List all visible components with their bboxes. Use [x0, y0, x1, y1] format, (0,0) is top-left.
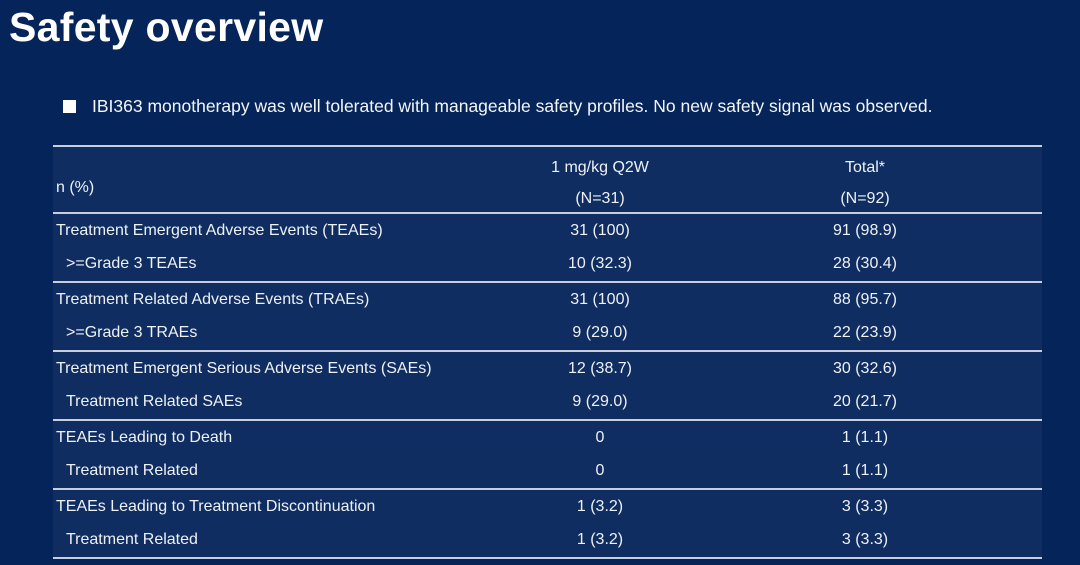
row-label: Treatment Related — [66, 462, 198, 480]
column-header-total-name: Total* — [844, 158, 886, 176]
row-label: Treatment Emergent Serious Adverse Event… — [56, 359, 432, 377]
table-row: TEAEs Leading to Treatment Discontinuati… — [53, 490, 1042, 524]
row-value-total: 88 (95.7) — [832, 290, 898, 308]
row-value-dose: 10 (32.3) — [567, 255, 633, 273]
bullet-text: IBI363 monotherapy was well tolerated wi… — [92, 96, 933, 116]
row-label: Treatment Related SAEs — [66, 393, 243, 411]
row-value-dose: 0 — [595, 462, 605, 480]
row-value-total: 20 (21.7) — [832, 393, 898, 411]
row-label: >=Grade 3 TEAEs — [66, 255, 197, 273]
table-corner-label: n (%) — [56, 179, 95, 196]
row-value-total: 22 (23.9) — [832, 324, 898, 342]
row-value-dose: 9 (29.0) — [572, 324, 628, 342]
row-value-dose: 1 (3.2) — [576, 531, 624, 549]
table-group-teaes: Treatment Emergent Adverse Events (TEAEs… — [53, 214, 1042, 283]
row-value-total: 30 (32.6) — [832, 359, 898, 377]
table-group-saes: Treatment Emergent Serious Adverse Event… — [53, 352, 1042, 421]
table-row: Treatment Related SAEs 9 (29.0) 20 (21.7… — [53, 386, 1042, 420]
column-header-total-n: (N=92) — [840, 190, 890, 207]
row-value-total: 3 (3.3) — [841, 531, 889, 549]
bullet-item: IBI363 monotherapy was well tolerated wi… — [63, 96, 932, 117]
row-label: >=Grade 3 TRAEs — [66, 324, 198, 342]
table-row: Treatment Emergent Serious Adverse Event… — [53, 352, 1042, 386]
table-row: Treatment Related 1 (3.2) 3 (3.3) — [53, 524, 1042, 558]
row-value-total: 1 (1.1) — [841, 428, 889, 446]
table-row: >=Grade 3 TRAEs 9 (29.0) 22 (23.9) — [53, 317, 1042, 351]
row-value-dose: 31 (100) — [570, 221, 630, 239]
row-value-dose: 12 (38.7) — [567, 359, 633, 377]
row-value-total: 28 (30.4) — [832, 255, 898, 273]
column-header-total: Total* (N=92) — [732, 147, 998, 212]
table-row: TEAEs Leading to Death 0 1 (1.1) — [53, 421, 1042, 455]
row-label: TEAEs Leading to Death — [56, 428, 233, 446]
table-row: Treatment Related 0 1 (1.1) — [53, 455, 1042, 489]
row-value-dose: 1 (3.2) — [576, 497, 624, 515]
safety-table: n (%) 1 mg/kg Q2W (N=31) Total* (N=92) T… — [53, 145, 1042, 559]
column-header-dose-name: 1 mg/kg Q2W — [551, 158, 649, 176]
table-row: >=Grade 3 TEAEs 10 (32.3) 28 (30.4) — [53, 248, 1042, 282]
bullet-square-icon — [63, 100, 76, 113]
table-header-row: n (%) 1 mg/kg Q2W (N=31) Total* (N=92) — [53, 147, 1042, 214]
row-value-dose: 31 (100) — [570, 290, 630, 308]
row-value-total: 91 (98.9) — [832, 221, 898, 239]
row-value-total: 3 (3.3) — [841, 497, 889, 515]
row-value-dose: 0 — [595, 428, 605, 446]
row-label: Treatment Related Adverse Events (TRAEs) — [56, 290, 370, 308]
table-group-traes: Treatment Related Adverse Events (TRAEs)… — [53, 283, 1042, 352]
row-label: TEAEs Leading to Treatment Discontinuati… — [56, 497, 376, 515]
table-group-discontinuation: TEAEs Leading to Treatment Discontinuati… — [53, 490, 1042, 559]
row-label: Treatment Emergent Adverse Events (TEAEs… — [56, 221, 383, 239]
table-row: Treatment Emergent Adverse Events (TEAEs… — [53, 214, 1042, 248]
column-header-dose-n: (N=31) — [575, 190, 625, 207]
page-title: Safety overview — [9, 4, 324, 50]
table-group-death: TEAEs Leading to Death 0 1 (1.1) Treatme… — [53, 421, 1042, 490]
row-value-dose: 9 (29.0) — [572, 393, 628, 411]
row-value-total: 1 (1.1) — [841, 462, 889, 480]
table-row: Treatment Related Adverse Events (TRAEs)… — [53, 283, 1042, 317]
row-label: Treatment Related — [66, 531, 198, 549]
column-header-dose: 1 mg/kg Q2W (N=31) — [468, 147, 732, 212]
